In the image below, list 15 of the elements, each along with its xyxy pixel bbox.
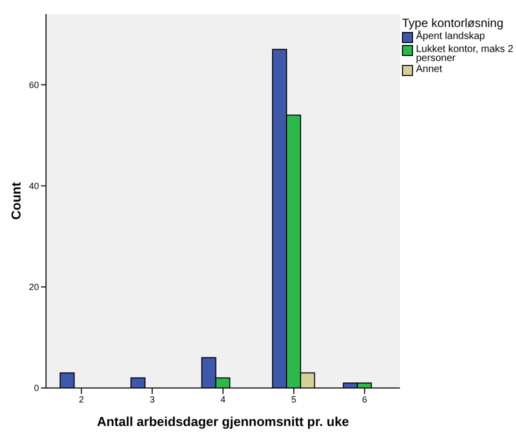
y-tick-label: 60 [28,80,39,90]
x-axis-title: Antall arbeidsdager gjennomsnitt pr. uke [96,414,350,429]
x-tick-label: 3 [150,394,155,404]
legend-label: Lukket kontor, maks 2 personer [416,44,514,64]
y-tick-label: 40 [28,181,39,192]
legend-title: Type kontorløsning [402,16,504,30]
y-tick-label: 0 [34,383,39,394]
y-tick-label: 20 [28,282,39,292]
y-axis-title: Count [8,182,24,220]
x-tick-label: 6 [362,394,368,404]
x-tick-label: 2 [78,394,84,404]
x-tick-label: 5 [291,394,296,404]
legend-label: Åpent landskap [416,31,485,42]
legend-label: Annet [416,64,442,75]
x-tick-label: 4 [220,394,226,404]
